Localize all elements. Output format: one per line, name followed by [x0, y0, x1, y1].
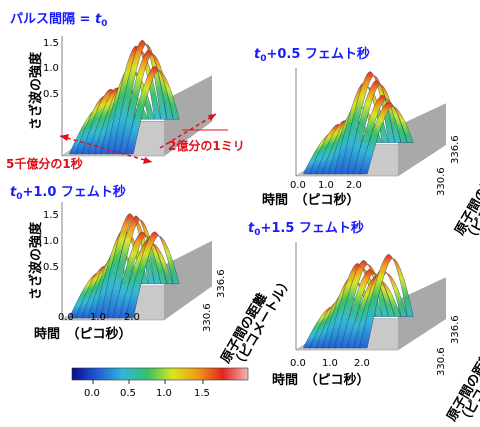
x-tick-4-1: 1.0	[322, 358, 338, 369]
z-tick-3-10: 1.0	[43, 236, 59, 247]
time-scale-arrow	[59, 135, 153, 163]
panel-3-title: t0+1.0 フェムト秒	[10, 184, 126, 202]
x-tick-2-2: 2.0	[346, 180, 362, 191]
y-tick-4-0: 330.6	[436, 347, 447, 376]
length-scale-arrowhead-top	[208, 114, 216, 121]
z-axis-label-3: さざ波の強度	[28, 221, 44, 300]
y-tick-2-0: 330.6	[436, 167, 447, 196]
surface-plot-2	[295, 68, 447, 177]
colorbar-tick-05: 0.5	[120, 388, 136, 399]
panel-4-title: t0+1.5 フェムト秒	[248, 220, 364, 238]
surface-side-wall	[164, 75, 212, 156]
x-tick-4-2: 2.0	[354, 358, 370, 369]
z-tick-1-15: 1.5	[43, 38, 59, 49]
surface-ripple-ridge	[118, 50, 174, 155]
x-tick-2-0: 0.0	[290, 180, 306, 191]
panel-2-title: t0+0.5 フェムト秒	[254, 46, 370, 64]
surface-plot-1	[61, 36, 213, 157]
y-tick-3-1: 336.6	[216, 269, 227, 298]
x-axis-label-2: 時間 （ピコ秒）	[262, 192, 360, 208]
z-tick-3-05: 0.5	[43, 262, 59, 273]
length-scale-arrow	[159, 113, 217, 149]
surface-plot-4	[295, 242, 447, 351]
x-tick-3-1: 1.0	[90, 312, 106, 323]
time-scale-arrowhead-left	[60, 134, 69, 141]
z-tick-1-05: 0.5	[43, 89, 59, 100]
panel-1-title: パルス間隔 = t0	[10, 11, 107, 29]
surface-ripple-ridge	[112, 231, 168, 319]
time-scale-arrowhead-right	[143, 157, 152, 164]
surface-plot-3	[61, 202, 213, 321]
surface-ripple-ridge	[340, 269, 395, 349]
colorbar-bar	[71, 367, 249, 381]
surface-side-wall	[398, 277, 446, 350]
x-tick-4-0: 0.0	[290, 358, 306, 369]
colorbar-tick-10: 1.0	[156, 388, 172, 399]
surface-ripple-ridge	[125, 231, 180, 319]
y-tick-2-1: 336.6	[450, 135, 461, 164]
panel-2: t0+0.5 フェムト秒 時間 （ピコ秒） 0.0 1.0 2.0 330.6 …	[254, 46, 480, 246]
y-tick-4-1: 336.6	[450, 315, 461, 344]
x-axis-label-4: 時間 （ピコ秒）	[272, 372, 370, 388]
z-axis-label-1: さざ波の強度	[28, 51, 44, 130]
colorbar-tick-15: 1.5	[194, 388, 210, 399]
colorbar-tick-0: 0.0	[84, 388, 100, 399]
x-tick-3-2: 2.0	[124, 312, 140, 323]
x-tick-2-1: 1.0	[318, 180, 334, 191]
length-scale-label: 2億分の1ミリ	[168, 138, 245, 153]
panel-4: t0+1.5 フェムト秒 時間 （ピコ秒） 0.0 1.0 2.0 330.6 …	[248, 220, 480, 427]
y-tick-3-0: 330.6	[202, 303, 213, 332]
surface-side-wall	[398, 103, 446, 176]
z-tick-3-15: 1.5	[43, 210, 59, 221]
surface-ripple-ridge	[125, 66, 180, 155]
surface-ripple-ridge	[352, 95, 408, 175]
surface-ripple-ridge	[359, 102, 414, 175]
panel-1: パルス間隔 = t0 さざ波の強度 0.5 1.0 1.5 5千億分の1秒 2億…	[6, 11, 245, 171]
z-tick-1-10: 1.0	[43, 63, 59, 74]
surface-side-wall	[164, 240, 212, 320]
surface-ripple-ridge	[359, 254, 414, 349]
colorbar: 0.0 0.5 1.0 1.5	[71, 367, 249, 399]
x-axis-label-3: 時間 （ピコ秒）	[34, 326, 132, 342]
panel-3: t0+1.0 フェムト秒 さざ波の強度 0.5 1.0 1.5 時間 （ピコ秒）…	[10, 184, 295, 372]
x-tick-3-0: 0.0	[58, 312, 74, 323]
time-scale-label: 5千億分の1秒	[6, 156, 83, 171]
